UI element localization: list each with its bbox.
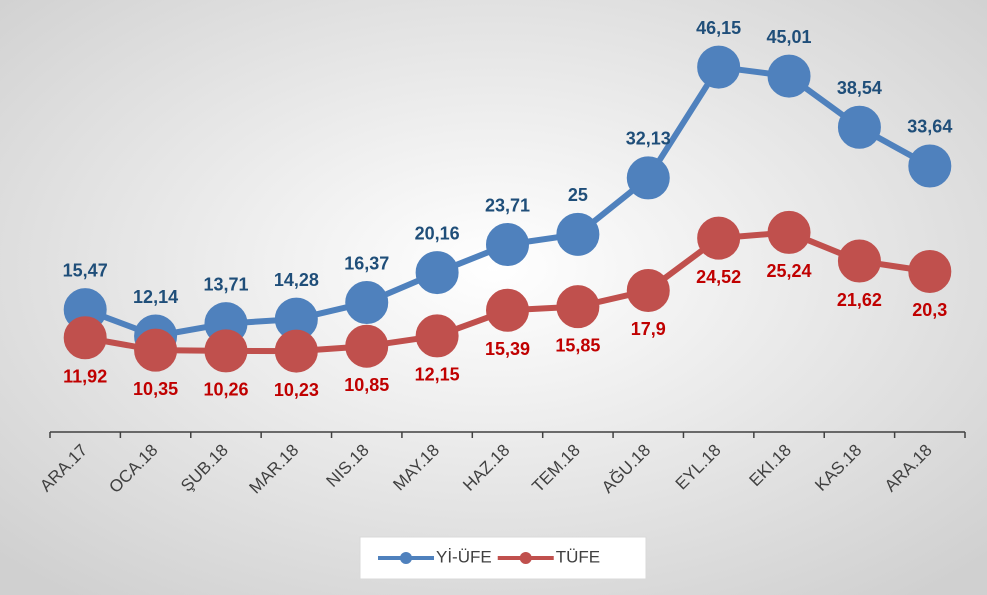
data-label: 33,64 [907,117,952,137]
data-label: 12,15 [415,365,460,385]
marker [697,45,741,89]
marker [908,144,952,188]
marker [486,223,529,267]
marker [204,329,248,373]
marker [63,316,107,360]
data-label: 23,71 [485,195,530,215]
data-label: 21,62 [837,290,882,310]
legend-marker [519,552,532,564]
marker [134,328,178,372]
legend-marker [400,552,412,564]
marker [415,314,459,358]
data-label: 20,16 [415,223,460,243]
data-label: 46,15 [696,18,741,38]
data-label: 25 [568,185,588,205]
marker [345,324,389,368]
data-label: 10,26 [203,380,248,400]
marker [556,285,600,329]
data-label: 24,52 [696,267,741,287]
marker [767,210,811,254]
data-label: 20,3 [912,300,947,320]
data-label: 25,24 [767,261,812,281]
data-label: 14,28 [274,270,319,290]
data-label: 10,23 [274,380,319,400]
data-label: 45,01 [767,27,812,47]
marker [908,249,952,293]
marker [626,156,670,200]
marker [626,268,670,312]
marker [486,288,529,332]
data-label: 10,35 [133,379,178,399]
data-label: 10,85 [344,375,389,395]
data-label: 16,37 [344,253,389,273]
data-label: 12,14 [133,287,178,307]
data-label: 15,39 [485,339,530,359]
marker [345,281,389,325]
marker [415,251,459,295]
marker [556,212,600,256]
data-label: 15,47 [63,260,108,280]
marker [837,105,881,149]
data-label: 11,92 [63,366,107,386]
marker [697,216,741,260]
data-label: 38,54 [837,78,882,98]
data-label: 17,9 [631,319,666,339]
data-label: 32,13 [626,129,671,149]
marker [837,239,881,283]
data-label: 13,71 [203,274,248,294]
legend-label: Yİ-ÜFE [436,547,492,566]
marker [767,54,811,98]
marker [274,329,318,373]
data-label: 15,85 [555,335,600,355]
legend-label: TÜFE [556,547,600,566]
